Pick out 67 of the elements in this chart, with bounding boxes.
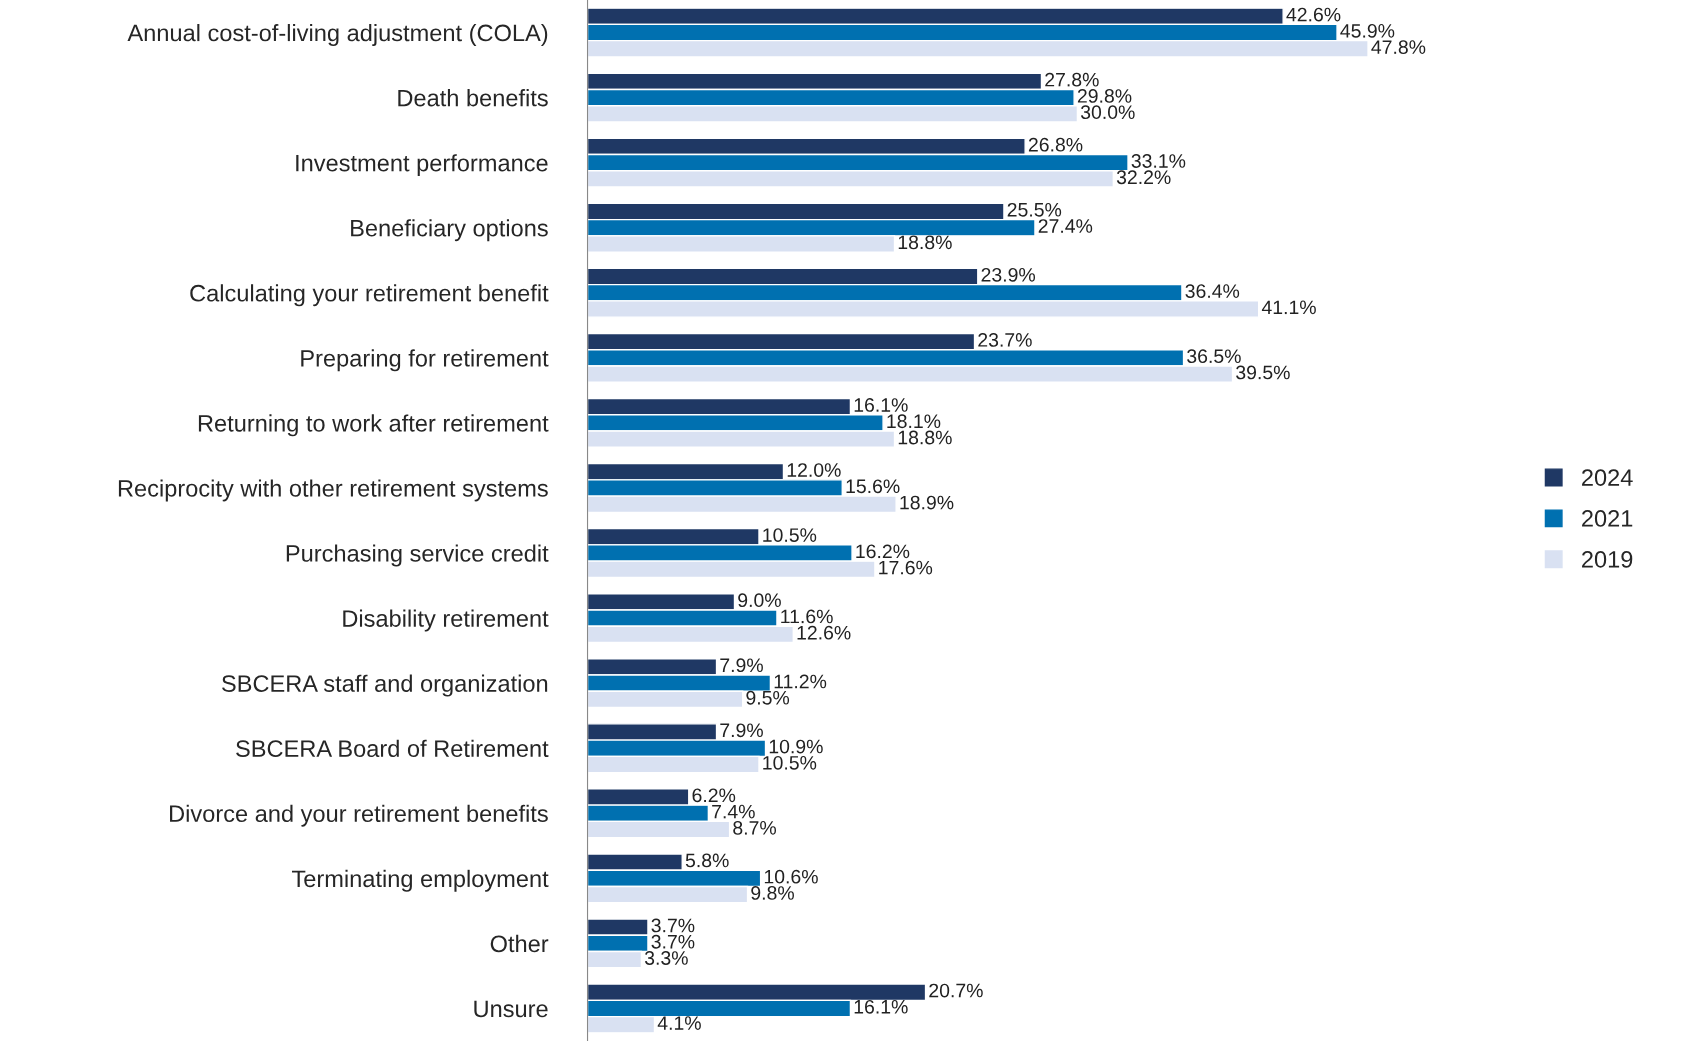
data-label: 29.8% [1077,89,1132,103]
data-label: 18.8% [898,430,952,445]
y-tick-label: Divorce and your retirement benefits [170,804,548,827]
y-tick-label: Terminating employment [292,869,549,892]
data-label: 4.1% [657,1016,701,1030]
data-label: 27.8% [1045,72,1099,87]
data-label: 16.2% [856,544,910,559]
data-label: 41.1% [1261,300,1316,315]
data-label: 39.5% [1236,365,1290,380]
y-tick-label: Unsure [474,1000,548,1018]
legend-label: 2019 [1582,551,1633,568]
data-label: 9.5% [746,690,790,705]
data-label: 3.7% [651,934,695,949]
data-label: 9.0% [738,593,781,608]
data-label: 12.6% [797,625,851,640]
data-label: 18.1% [887,414,941,429]
y-tick-label: Death benefits [398,89,548,107]
data-label: 20.7% [929,983,983,998]
data-label: 6.2% [692,788,736,803]
y-tick-label: SBCERA staff and organization [222,674,548,697]
data-label: 11.6% [781,609,833,624]
y-tick-label: Calculating your retirement benefit [190,284,549,307]
y-tick-label: Purchasing service credit [286,544,549,567]
data-label: 8.7% [733,821,777,835]
data-label: 25.5% [1007,202,1062,217]
data-label: 9.8% [751,886,794,900]
y-tick-label: Returning to work after retirement [198,414,549,437]
data-label: 11.2% [774,674,827,689]
data-label: 36.5% [1187,349,1241,364]
y-tick-label: SBCERA Board of Retirement [236,739,549,758]
data-label: 27.4% [1038,219,1093,233]
data-label: 32.2% [1116,170,1171,185]
data-label: 16.1% [854,999,908,1014]
data-label: 16.1% [854,398,908,412]
data-label: 7.9% [720,658,763,673]
y-tick-label: Reciprocity with other retirement systems [118,479,548,502]
legend-label: 2024 [1582,469,1633,486]
data-label: 12.0% [787,463,841,477]
y-tick-label: Investment performance [296,154,548,177]
y-tick-label: Disability retirement [343,609,549,632]
data-label: 3.3% [644,951,688,965]
data-label: 36.4% [1185,284,1240,298]
data-label: 47.8% [1371,40,1426,55]
data-label: 23.9% [981,267,1036,282]
legend-label: 2021 [1582,510,1633,527]
data-label: 10.9% [769,739,823,754]
data-label: 7.9% [720,723,763,738]
data-label: 30.0% [1080,105,1135,120]
data-label: 26.8% [1028,137,1083,152]
y-tick-label: Beneficiary options [351,219,548,242]
data-label: 10.5% [763,755,817,770]
data-label: 42.6% [1286,7,1341,22]
data-label: 3.7% [651,918,695,933]
data-label: 15.6% [846,479,900,494]
data-label: 18.8% [898,235,952,250]
data-label: 10.6% [764,869,818,884]
y-tick-label: Other [490,934,549,953]
data-label: 45.9% [1340,23,1395,38]
data-label: 5.8% [685,853,729,868]
y-tick-label: Annual cost-of-living adjustment (COLA) [127,23,548,46]
data-label: 18.9% [900,495,954,510]
data-label: 17.6% [879,560,933,575]
y-tick-label: Preparing for retirement [301,349,549,372]
data-label: 7.4% [712,804,755,819]
data-label: 10.5% [763,528,817,542]
data-label: 33.1% [1131,154,1186,168]
data-label: 23.7% [978,333,1032,347]
